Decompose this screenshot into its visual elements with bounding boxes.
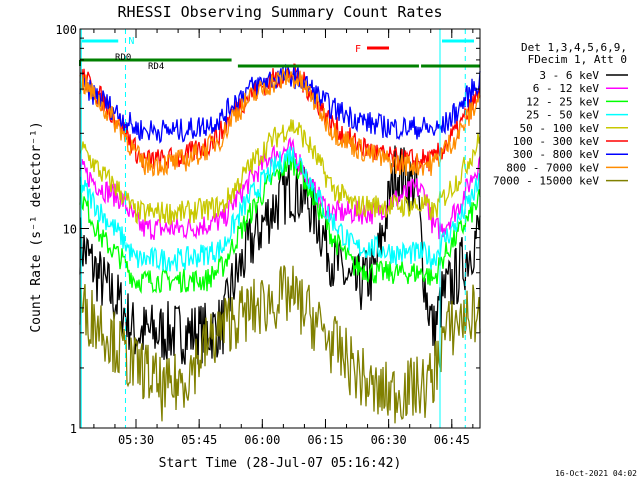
x-tick-label-1: 05:30	[118, 433, 154, 447]
series-line-9	[79, 265, 481, 424]
rd-label-2: RD4	[148, 62, 164, 72]
y-tick-label-3: 100	[55, 23, 77, 37]
series-line-8	[79, 68, 481, 177]
x-tick-label-4: 06:15	[307, 433, 343, 447]
series-line-7	[79, 63, 481, 144]
legend-label-3: 12 - 25 keV	[526, 95, 599, 108]
y-axis-label: Count Rate (s⁻¹ detector⁻¹)	[29, 121, 44, 332]
x-tick-label-3: 06:00	[244, 433, 280, 447]
x-axis-label: Start Time (28-Jul-07 05:16:42)	[159, 456, 402, 471]
series-line-5	[79, 119, 481, 226]
rd-label-1: RD0	[115, 53, 131, 63]
chart-title: RHESSI Observing Summary Count Rates	[117, 3, 442, 21]
x-tick-label-6: 06:45	[434, 433, 470, 447]
legend-label-8: 800 - 7000 keV	[506, 161, 599, 174]
legend-label-6: 100 - 300 keV	[513, 135, 599, 148]
legend-header-2: FDecim 1, Att 0	[528, 53, 627, 66]
legend-label-5: 50 - 100 keV	[520, 122, 600, 135]
legend: Det 1,3,4,5,6,9,FDecim 1, Att 0 3 - 6 keV…	[493, 41, 628, 188]
night-label: N	[128, 36, 134, 47]
legend-label-1: 3 - 6 keV	[539, 69, 599, 82]
legend-header-1: Det 1,3,4,5,6,9,	[521, 41, 627, 54]
legend-label-2: 6 - 12 keV	[533, 82, 600, 95]
legend-label-4: 25 - 50 keV	[526, 109, 599, 122]
series-line-4	[79, 146, 481, 272]
x-tick-label-2: 05:45	[181, 433, 217, 447]
annotation-layer: N F RD0 RD4	[79, 29, 480, 428]
series-layer	[79, 63, 481, 424]
legend-label-7: 300 - 800 keV	[513, 148, 599, 161]
y-tick-label-2: 10	[63, 223, 77, 237]
flare-label: F	[355, 44, 361, 55]
y-axis-label-group: Count Rate (s⁻¹ detector⁻¹)	[29, 121, 44, 332]
timestamp: 16-Oct-2021 04:02	[555, 469, 637, 478]
y-tick-label-1: 1	[70, 422, 77, 436]
axis-layer: 1 10 100 05:30 05:45 06:00 06:15 06:30 06:45	[55, 23, 481, 447]
x-tick-label-5: 06:30	[371, 433, 407, 447]
legend-label-9: 7000 - 15000 keV	[493, 175, 599, 188]
